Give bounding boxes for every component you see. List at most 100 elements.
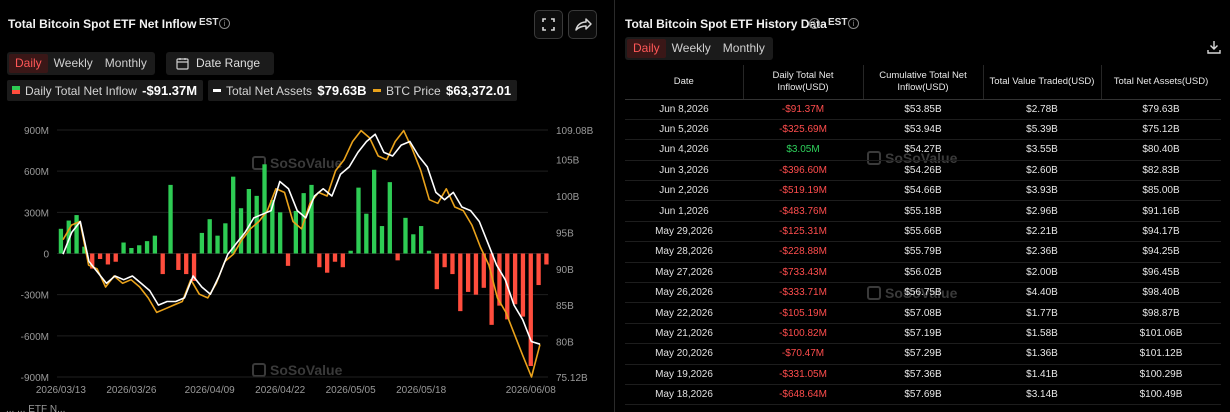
- net-inflow-bar: [403, 217, 408, 254]
- row-daily-inflow: -$483.76M: [743, 200, 863, 222]
- row-cumulative-inflow: $54.66B: [863, 180, 983, 202]
- net-inflow-bar: [317, 253, 322, 268]
- row-net-assets: $94.17B: [1101, 221, 1221, 243]
- row-value-traded: $3.14B: [983, 384, 1101, 406]
- row-net-assets: $94.25B: [1101, 241, 1221, 263]
- fullscreen-button[interactable]: [534, 10, 563, 39]
- net-inflow-bar: [497, 253, 502, 306]
- row-value-traded: $1.58B: [983, 323, 1101, 345]
- row-date: Jun 3,2026: [625, 160, 743, 182]
- net-inflow-bar: [223, 223, 228, 254]
- row-cumulative-inflow: $54.27B: [863, 139, 983, 161]
- left-axis-tick-label: -900M: [21, 373, 49, 384]
- row-value-traded: $1.77B: [983, 302, 1101, 324]
- table-row: May 28,2026 -$228.88M $55.79B $2.36B $94.25B: [625, 241, 1221, 263]
- net-inflow-bar: [238, 208, 244, 254]
- tab-monthly[interactable]: Monthly: [722, 41, 765, 55]
- x-axis-tick-label: 2026/05/18: [396, 385, 446, 396]
- net-inflow-bar: [58, 228, 64, 254]
- table-row: May 22,2026 -$105.19M $57.08B $1.77B $98.87B: [625, 302, 1221, 324]
- chart-timezone: EST: [199, 17, 219, 28]
- table-row: May 20,2026 -$70.47M $57.29B $1.36B $101.12B: [625, 343, 1221, 365]
- legend-btc-price-label: BTC Price: [386, 84, 441, 98]
- row-date: Jun 5,2026: [625, 119, 743, 141]
- table-row: May 18,2026 -$648.64M $57.69B $3.14B $100.49…: [625, 384, 1221, 406]
- net-inflow-bar: [74, 215, 79, 254]
- row-cumulative-inflow: $53.94B: [863, 119, 983, 141]
- table-row: May 21,2026 -$100.82M $57.19B $1.58B $101.06…: [625, 323, 1221, 345]
- row-date: May 26,2026: [625, 282, 743, 304]
- row-net-assets: $96.45B: [1101, 262, 1221, 284]
- tab-monthly[interactable]: Monthly: [104, 56, 147, 70]
- legend-net-assets[interactable]: Total Net Assets $79.63B: [208, 80, 373, 101]
- column-header-date[interactable]: Date: [625, 65, 744, 100]
- share-button[interactable]: [568, 10, 597, 39]
- left-axis-tick-label: 600M: [24, 167, 49, 178]
- panel-divider: [614, 0, 615, 412]
- legend-net-inflow[interactable]: Daily Total Net Inflow -$91.37M: [7, 80, 204, 101]
- tab-weekly[interactable]: Weekly: [53, 56, 93, 70]
- row-daily-inflow: -$396.60M: [743, 160, 863, 182]
- net-inflow-bar: [387, 182, 392, 254]
- column-header-value-traded[interactable]: Total Value Traded(USD): [983, 65, 1102, 100]
- right-axis-tick-label: 109.08B: [556, 126, 594, 137]
- date-range-button[interactable]: Date Range: [166, 52, 274, 75]
- net-inflow-bar: [528, 253, 533, 367]
- row-value-traded: $2.36B: [983, 241, 1101, 263]
- row-value-traded: $4.40B: [983, 282, 1101, 304]
- row-date: Jun 8,2026: [625, 99, 743, 120]
- row-value-traded: $5.39B: [983, 119, 1101, 141]
- watermark: SoSoValue: [252, 362, 342, 378]
- row-cumulative-inflow: $55.18B: [863, 200, 983, 222]
- legend-btc-price[interactable]: BTC Price $63,372.01: [368, 80, 518, 101]
- column-header-daily-inflow[interactable]: Daily Total Net Inflow(USD): [743, 65, 864, 100]
- net-inflow-bar: [332, 253, 338, 262]
- row-cumulative-inflow: $57.36B: [863, 364, 983, 385]
- net-inflow-bar: [168, 184, 173, 254]
- row-date: Jun 1,2026: [625, 200, 743, 222]
- download-icon[interactable]: [1207, 40, 1221, 54]
- row-date: May 19,2026: [625, 364, 743, 385]
- row-cumulative-inflow: $57.19B: [863, 323, 983, 345]
- net-inflow-bar: [442, 253, 447, 268]
- net-inflow-bar: [184, 253, 189, 275]
- row-daily-inflow: -$228.88M: [743, 241, 863, 263]
- row-daily-inflow: -$333.71M: [743, 282, 863, 304]
- info-icon[interactable]: i: [219, 18, 230, 29]
- legend-net-assets-value: $79.63B: [317, 83, 367, 98]
- right-axis-tick-label: 85B: [556, 301, 574, 312]
- right-axis-tick-label: 80B: [556, 338, 574, 349]
- chart-title: Total Bitcoin Spot ETF Net Inflow: [8, 17, 197, 31]
- row-net-assets: $100.49B: [1101, 384, 1221, 406]
- row-cumulative-inflow: $57.69B: [863, 384, 983, 406]
- net-inflow-bar: [105, 253, 111, 265]
- net-inflow-bar: [371, 169, 377, 254]
- tab-weekly[interactable]: Weekly: [671, 41, 711, 55]
- table-row: Jun 5,2026 -$325.69M $53.94B $5.39B $75.12B: [625, 119, 1221, 141]
- x-axis-tick-label: 2026/06/08: [506, 385, 556, 396]
- x-axis-tick-label: 2026/04/09: [185, 385, 235, 396]
- column-header-cumulative-inflow[interactable]: Cumulative Total Net Inflow(USD): [863, 65, 984, 100]
- left-axis-tick-label: 300M: [24, 208, 49, 219]
- net-inflow-bar: [144, 241, 150, 254]
- row-daily-inflow: -$325.69M: [743, 119, 863, 141]
- right-axis-tick-label: 90B: [556, 265, 574, 276]
- net-inflow-bar: [207, 219, 212, 254]
- column-header-net-assets[interactable]: Total Net Assets(USD): [1101, 65, 1221, 100]
- row-date: May 27,2026: [625, 262, 743, 284]
- net-inflow-bar: [191, 253, 197, 281]
- tab-daily[interactable]: Daily: [9, 54, 48, 73]
- btc-price-swatch: [373, 89, 381, 92]
- history-title: Total Bitcoin Spot ETF History Data: [625, 17, 827, 31]
- info-icon[interactable]: i: [848, 18, 859, 29]
- net-inflow-bar: [458, 253, 463, 312]
- table-row: May 27,2026 -$733.43M $56.02B $2.00B $96.45B: [625, 262, 1221, 284]
- net-inflow-bar: [309, 184, 314, 254]
- row-cumulative-inflow: $56.75B: [863, 282, 983, 304]
- tab-daily[interactable]: Daily: [627, 39, 666, 58]
- row-value-traded: $2.96B: [983, 200, 1101, 222]
- partial-footer-text: ... ... ETF N...: [6, 404, 66, 412]
- net-inflow-bar: [395, 253, 400, 261]
- net-inflow-bar: [325, 253, 330, 273]
- info-icon[interactable]: i: [809, 18, 820, 29]
